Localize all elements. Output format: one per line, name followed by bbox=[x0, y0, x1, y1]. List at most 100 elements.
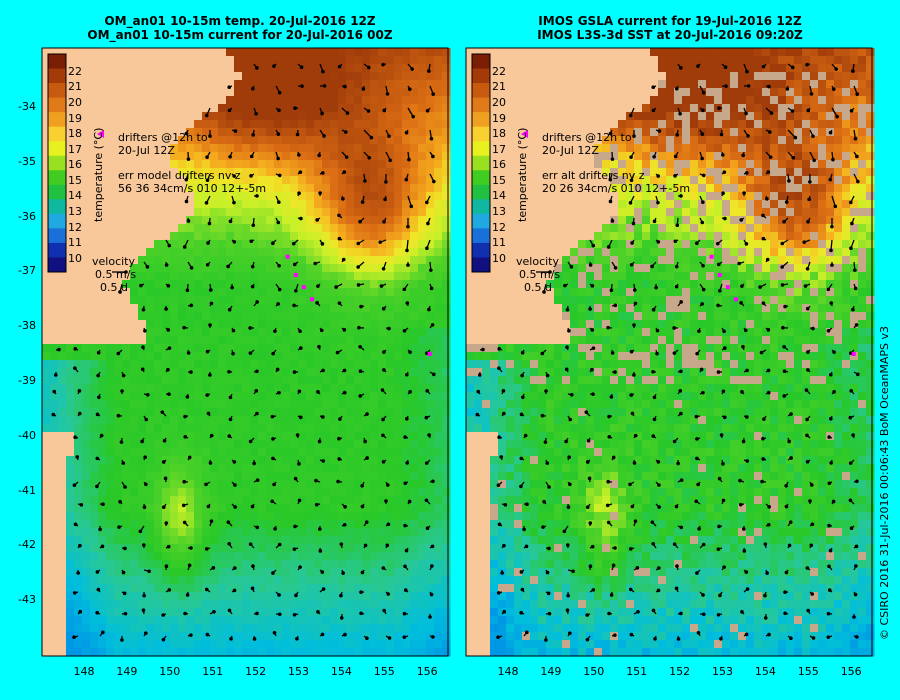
left-map-cell bbox=[106, 200, 115, 209]
left-map-cell bbox=[210, 136, 219, 145]
left-map-cell bbox=[266, 184, 275, 193]
left-map-cell bbox=[402, 112, 411, 121]
right-map-cell bbox=[746, 48, 755, 57]
left-map-cell bbox=[186, 184, 195, 193]
left-map-cell bbox=[162, 216, 171, 225]
left-map-cell bbox=[266, 200, 275, 209]
left-map-cell bbox=[218, 200, 227, 209]
left-map-cell bbox=[42, 48, 51, 57]
left-map-cell bbox=[66, 128, 75, 137]
left-map-cell bbox=[114, 112, 123, 121]
right-map-cell bbox=[738, 80, 747, 89]
left-map-cell bbox=[42, 72, 51, 81]
left-map-cell bbox=[402, 152, 411, 161]
left-map-cell bbox=[258, 64, 267, 73]
left-map-cell bbox=[442, 168, 451, 177]
left-map-cell bbox=[234, 240, 243, 249]
left-map-cell bbox=[266, 72, 275, 81]
left-map-cell bbox=[346, 248, 355, 257]
left-map-cell bbox=[226, 120, 235, 129]
left-map-cell bbox=[194, 200, 203, 209]
left-map-cell bbox=[82, 248, 91, 257]
left-map-cell bbox=[74, 72, 83, 81]
left-map-cell bbox=[106, 192, 115, 201]
left-map-cell bbox=[106, 104, 115, 113]
left-map-cell bbox=[282, 224, 291, 233]
left-map-cell bbox=[378, 168, 387, 177]
left-map-cell bbox=[290, 72, 299, 81]
left-map-cell bbox=[330, 128, 339, 137]
left-map-cell bbox=[426, 136, 435, 145]
left-map-cell bbox=[418, 72, 427, 81]
left-map-cell bbox=[114, 216, 123, 225]
left-map-cell bbox=[298, 168, 307, 177]
left-map-cell bbox=[98, 120, 107, 129]
left-map-cell bbox=[170, 216, 179, 225]
left-map-cell bbox=[162, 240, 171, 249]
left-map-cell bbox=[242, 232, 251, 241]
left-map-cell bbox=[298, 160, 307, 169]
left-map-cell bbox=[74, 80, 83, 89]
right-map-cell bbox=[858, 64, 867, 73]
left-map-cell bbox=[82, 176, 91, 185]
left-map-cell bbox=[42, 240, 51, 249]
left-map-cell bbox=[218, 248, 227, 257]
left-map-cell bbox=[338, 224, 347, 233]
left-map-cell bbox=[170, 136, 179, 145]
left-map-cell bbox=[154, 168, 163, 177]
left-map-cell bbox=[66, 64, 75, 73]
left-map-cell bbox=[266, 232, 275, 241]
left-map-cell bbox=[434, 208, 443, 217]
right-map-cell bbox=[602, 64, 611, 73]
left-map-cell bbox=[226, 144, 235, 153]
left-map-cell bbox=[210, 248, 219, 257]
right-map-cell bbox=[794, 80, 803, 89]
left-map-cell bbox=[82, 160, 91, 169]
right-map-cell bbox=[634, 72, 643, 81]
left-map-cell bbox=[122, 184, 131, 193]
left-map-cell bbox=[194, 224, 203, 233]
left-map-cell bbox=[90, 48, 99, 57]
left-map-cell bbox=[98, 80, 107, 89]
left-map-cell bbox=[202, 184, 211, 193]
left-map-cell bbox=[370, 112, 379, 121]
left-map-cell bbox=[322, 176, 331, 185]
left-map-cell bbox=[426, 144, 435, 153]
left-map-cell bbox=[330, 80, 339, 89]
right-map-cell bbox=[570, 72, 579, 81]
left-map-cell bbox=[106, 184, 115, 193]
left-map-cell bbox=[154, 96, 163, 105]
left-map-cell bbox=[74, 256, 83, 265]
left-map-cell bbox=[354, 128, 363, 137]
left-map-cell bbox=[82, 232, 91, 241]
left-map-cell bbox=[330, 48, 339, 57]
left-map-cell bbox=[226, 72, 235, 81]
left-map-cell bbox=[74, 104, 83, 113]
left-map-cell bbox=[106, 224, 115, 233]
left-map-cell bbox=[290, 232, 299, 241]
left-map-cell bbox=[90, 88, 99, 97]
left-map-cell bbox=[202, 192, 211, 201]
left-map-cell bbox=[330, 192, 339, 201]
left-map-cell bbox=[66, 208, 75, 217]
left-map-cell bbox=[130, 120, 139, 129]
left-map-cell bbox=[138, 192, 147, 201]
left-map-cell bbox=[114, 88, 123, 97]
left-map-cell bbox=[282, 112, 291, 121]
left-map-cell bbox=[346, 112, 355, 121]
left-map-cell bbox=[202, 48, 211, 57]
left-map-cell bbox=[338, 200, 347, 209]
left-map-cell bbox=[298, 240, 307, 249]
left-map-cell bbox=[194, 80, 203, 89]
left-map-cell bbox=[386, 48, 395, 57]
left-map-cell bbox=[210, 96, 219, 105]
left-map-cell bbox=[330, 88, 339, 97]
left-map-cell bbox=[370, 80, 379, 89]
left-map-cell bbox=[234, 208, 243, 217]
left-map-cell bbox=[362, 152, 371, 161]
left-map-cell bbox=[42, 184, 51, 193]
left-map-cell bbox=[154, 184, 163, 193]
left-map-cell bbox=[162, 88, 171, 97]
right-map-cell bbox=[770, 72, 779, 81]
right-map-cell bbox=[714, 80, 723, 89]
